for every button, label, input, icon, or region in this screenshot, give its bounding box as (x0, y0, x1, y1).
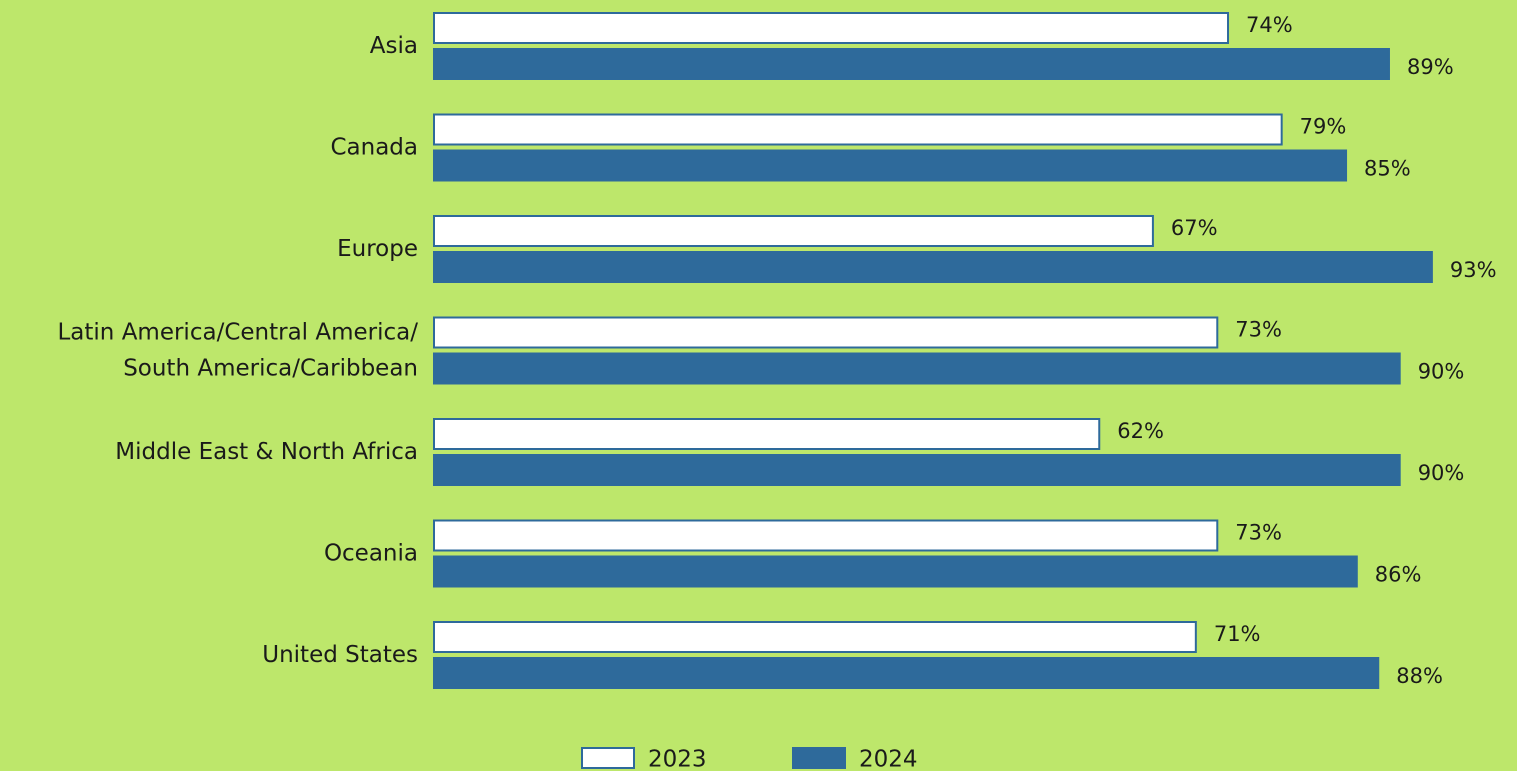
bar (433, 352, 1401, 385)
category-label: Middle East & North Africa (115, 439, 418, 465)
bar (433, 657, 1380, 689)
category-label: Asia (370, 33, 418, 59)
bar (433, 149, 1348, 182)
category-label: Oceania (324, 540, 418, 566)
value-label: 79% (1300, 115, 1347, 139)
legend-swatch (792, 747, 846, 769)
value-label: 90% (1418, 360, 1465, 384)
value-label: 74% (1246, 13, 1293, 37)
legend-swatch (581, 747, 635, 769)
value-label: 85% (1364, 157, 1411, 181)
value-label: 88% (1396, 664, 1443, 688)
value-label: 67% (1171, 216, 1218, 240)
category-label: Latin America/Central America/South Amer… (57, 319, 418, 381)
value-label: 71% (1214, 622, 1261, 646)
bar (433, 454, 1401, 486)
category-label: United States (262, 642, 418, 668)
bar (433, 519, 1219, 552)
category-label: Canada (330, 134, 418, 160)
bar (433, 12, 1230, 44)
value-label: 89% (1407, 55, 1454, 79)
bar (433, 215, 1154, 247)
value-label: 62% (1117, 419, 1164, 443)
value-label: 90% (1418, 461, 1465, 485)
bar (433, 48, 1390, 80)
bar (433, 555, 1358, 588)
bar (433, 113, 1283, 146)
bar (433, 251, 1433, 283)
bar (433, 621, 1197, 653)
legend-label: 2024 (859, 747, 918, 771)
legend-label: 2023 (648, 747, 707, 771)
category-label: Europe (337, 236, 418, 262)
value-label: 93% (1450, 258, 1497, 282)
value-label: 86% (1375, 563, 1422, 587)
value-label: 73% (1235, 318, 1282, 342)
bar (433, 418, 1101, 450)
value-label: 73% (1235, 521, 1282, 545)
bar (433, 316, 1219, 349)
